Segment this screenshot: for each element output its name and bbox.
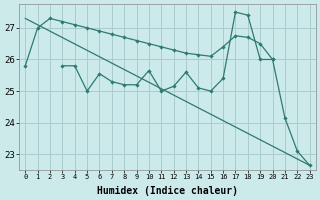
X-axis label: Humidex (Indice chaleur): Humidex (Indice chaleur) bbox=[97, 186, 238, 196]
